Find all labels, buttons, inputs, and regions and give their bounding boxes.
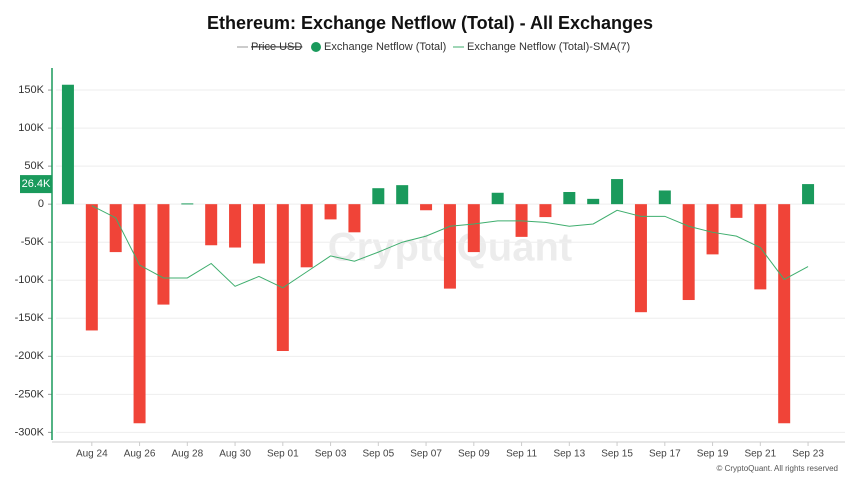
bar (157, 204, 170, 305)
bar (443, 204, 456, 289)
x-tick-label: Sep 03 (315, 449, 347, 460)
bar (133, 204, 146, 424)
bar (276, 204, 289, 351)
bar (252, 204, 265, 264)
bar (229, 204, 242, 248)
legend-label[interactable]: Exchange Netflow (Total)-SMA(7) (467, 41, 630, 53)
y-tick-label: -50K (21, 236, 45, 248)
x-tick-label: Sep 19 (697, 449, 729, 460)
x-tick-label: Aug 24 (76, 449, 108, 460)
x-tick-label: Sep 13 (553, 449, 585, 460)
x-tick-label: Sep 21 (744, 449, 776, 460)
bar (372, 188, 385, 205)
bar (300, 204, 313, 268)
x-tick-label: Sep 09 (458, 449, 490, 460)
bar (658, 190, 671, 205)
bar (420, 204, 433, 211)
y-tick-label: -100K (15, 274, 45, 286)
y-tick-label: 0 (38, 198, 44, 210)
latest-badge (20, 175, 52, 194)
y-tick-label: -250K (15, 388, 45, 400)
x-tick-label: Sep 01 (267, 449, 299, 460)
bar (587, 198, 600, 205)
bar (348, 204, 361, 233)
bar (634, 204, 647, 313)
legend-label[interactable]: Exchange Netflow (Total) (324, 41, 446, 53)
bar (61, 84, 74, 205)
bar (754, 204, 767, 290)
bar (85, 204, 98, 331)
bar (682, 204, 695, 301)
sma-line (91, 205, 809, 289)
bar (181, 203, 194, 205)
x-tick-label: Sep 07 (410, 449, 442, 460)
bar (706, 204, 719, 255)
bar (467, 204, 480, 253)
x-tick-label: Aug 28 (171, 449, 203, 460)
x-tick-label: Sep 11 (506, 449, 537, 460)
y-tick-label: 100K (18, 122, 44, 134)
chart-title: Ethereum: Exchange Netflow (Total) - All… (207, 13, 653, 33)
legend-swatch (311, 42, 321, 52)
bar (539, 204, 552, 218)
bar (491, 192, 504, 205)
x-tick-label: Sep 15 (601, 449, 633, 460)
x-tick-label: Sep 17 (649, 449, 681, 460)
y-tick-label: -150K (15, 312, 45, 324)
y-tick-label: -300K (15, 426, 45, 438)
y-tick-label: 150K (18, 84, 44, 96)
y-tick-label: 50K (24, 160, 44, 172)
bar (778, 204, 791, 424)
x-tick-label: Aug 30 (219, 449, 251, 460)
x-tick-label: Sep 23 (792, 449, 824, 460)
x-tick-label: Aug 26 (124, 449, 156, 460)
x-tick-label: Sep 05 (362, 449, 394, 460)
bar (324, 204, 337, 220)
bar (396, 185, 409, 205)
bar (802, 184, 815, 205)
bar (205, 204, 218, 246)
latest-label: 26.4K (22, 178, 51, 190)
footer: © CryptoQuant. All rights reserved (717, 464, 839, 473)
bar (730, 204, 743, 218)
bar (611, 179, 624, 205)
legend: Price USD Exchange Netflow (Total) Excha… (237, 41, 630, 53)
y-tick-label: -200K (15, 350, 45, 362)
bar (563, 192, 576, 205)
bar (109, 204, 122, 253)
legend-label[interactable]: Price USD (251, 41, 302, 53)
